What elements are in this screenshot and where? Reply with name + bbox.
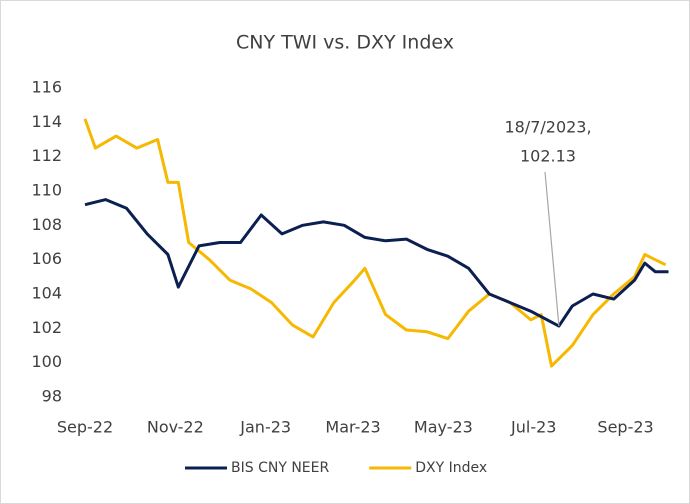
- y-tick-label: 112: [31, 146, 62, 165]
- series-line: [84, 198, 669, 328]
- annotation-text: 102.13: [520, 147, 576, 166]
- y-tick-label: 106: [31, 249, 62, 268]
- x-tick-label: Mar-23: [325, 418, 380, 437]
- x-tick-label: Nov-22: [147, 418, 204, 437]
- x-tick-label: Sep-22: [57, 418, 113, 437]
- y-tick-label: 116: [31, 78, 62, 97]
- y-tick-label: 102: [31, 318, 62, 337]
- y-tick-label: 104: [31, 284, 62, 303]
- series-line: [83, 118, 667, 368]
- legend-label: DXY Index: [415, 460, 487, 476]
- annotation-leader: [544, 171, 560, 327]
- x-tick-label: Sep-23: [597, 418, 653, 437]
- x-tick-label: Jul-23: [510, 418, 556, 437]
- y-tick-label: 98: [42, 387, 62, 406]
- y-tick-label: 100: [31, 352, 62, 371]
- legend-label: BIS CNY NEER: [231, 460, 329, 476]
- y-tick-label: 108: [31, 215, 62, 234]
- x-tick-label: May-23: [414, 418, 473, 437]
- y-tick-label: 114: [31, 112, 62, 131]
- annotation-text: 18/7/2023,: [504, 118, 591, 137]
- y-tick-label: 110: [31, 181, 62, 200]
- chart-title: CNY TWI vs. DXY Index: [236, 32, 454, 54]
- x-tick-label: Jan-23: [239, 418, 291, 437]
